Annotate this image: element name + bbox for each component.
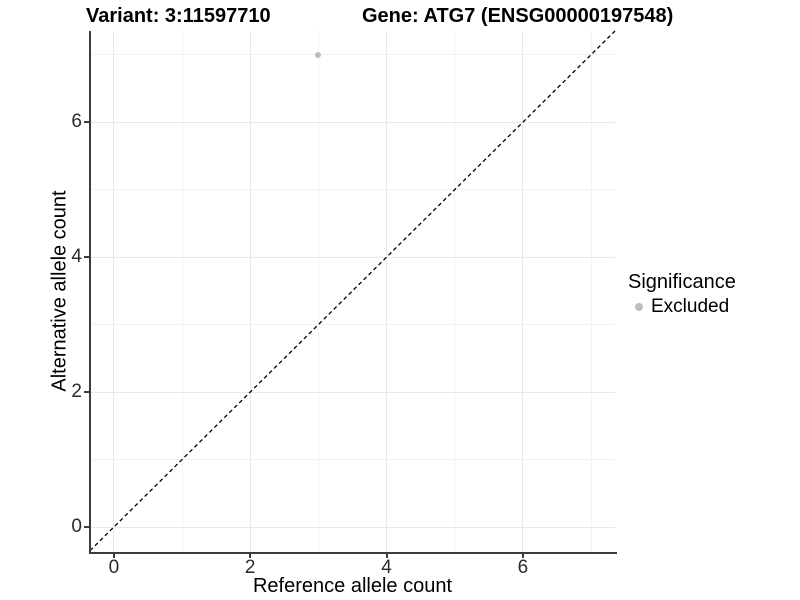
legend: Significance Excluded xyxy=(628,270,736,318)
legend-items: Excluded xyxy=(628,295,736,318)
gridline-major-x xyxy=(522,31,524,552)
gridline-minor-x xyxy=(317,31,319,552)
y-tick-label: 6 xyxy=(71,111,82,133)
x-tick-mark xyxy=(521,553,524,558)
legend-point-icon xyxy=(635,302,643,311)
gridline-minor-x xyxy=(181,31,183,552)
y-tick-mark xyxy=(84,256,89,259)
gridline-minor-y xyxy=(90,459,615,461)
identity-dashed-line xyxy=(89,30,616,552)
gridline-minor-x xyxy=(454,31,456,552)
gridline-major-y xyxy=(90,256,615,258)
x-tick-label: 2 xyxy=(244,557,256,578)
plot-title-variant: Variant: 3:11597710 xyxy=(86,5,271,27)
x-tick-mark xyxy=(112,553,115,558)
y-tick-label: 0 xyxy=(71,516,82,538)
y-axis-title: Alternative allele count xyxy=(48,190,71,392)
gridline-minor-y xyxy=(90,324,615,326)
data-point xyxy=(315,51,322,58)
gridline-major-y xyxy=(90,526,615,528)
gridline-major-y xyxy=(90,121,615,123)
gridline-major-x xyxy=(386,31,388,552)
x-axis-line xyxy=(89,552,617,554)
x-tick-mark xyxy=(249,553,252,558)
y-tick-label: 2 xyxy=(71,381,82,403)
x-axis-title: Reference allele count xyxy=(252,575,452,597)
x-tick-label: 0 xyxy=(108,557,120,578)
y-tick-mark xyxy=(84,526,89,529)
legend-item: Excluded xyxy=(628,295,736,318)
y-tick-mark xyxy=(84,121,89,124)
gridline-minor-y xyxy=(90,54,615,56)
y-axis-line xyxy=(89,31,91,554)
gridline-major-x xyxy=(113,31,115,552)
gridline-major-y xyxy=(90,391,615,393)
y-tick-mark xyxy=(84,391,89,394)
y-tick-label: 4 xyxy=(71,246,82,268)
gridline-minor-y xyxy=(90,189,615,191)
x-tick-label: 4 xyxy=(381,557,392,578)
x-tick-label: 6 xyxy=(517,557,529,578)
plot-title-gene: Gene: ATG7 (ENSG00000197548) xyxy=(362,5,674,27)
x-tick-mark xyxy=(385,553,388,558)
gridline-major-x xyxy=(249,31,251,552)
legend-title: Significance xyxy=(628,271,736,293)
gridline-minor-x xyxy=(590,31,592,552)
plot-panel xyxy=(89,30,616,552)
legend-item-label: Excluded xyxy=(651,296,730,317)
